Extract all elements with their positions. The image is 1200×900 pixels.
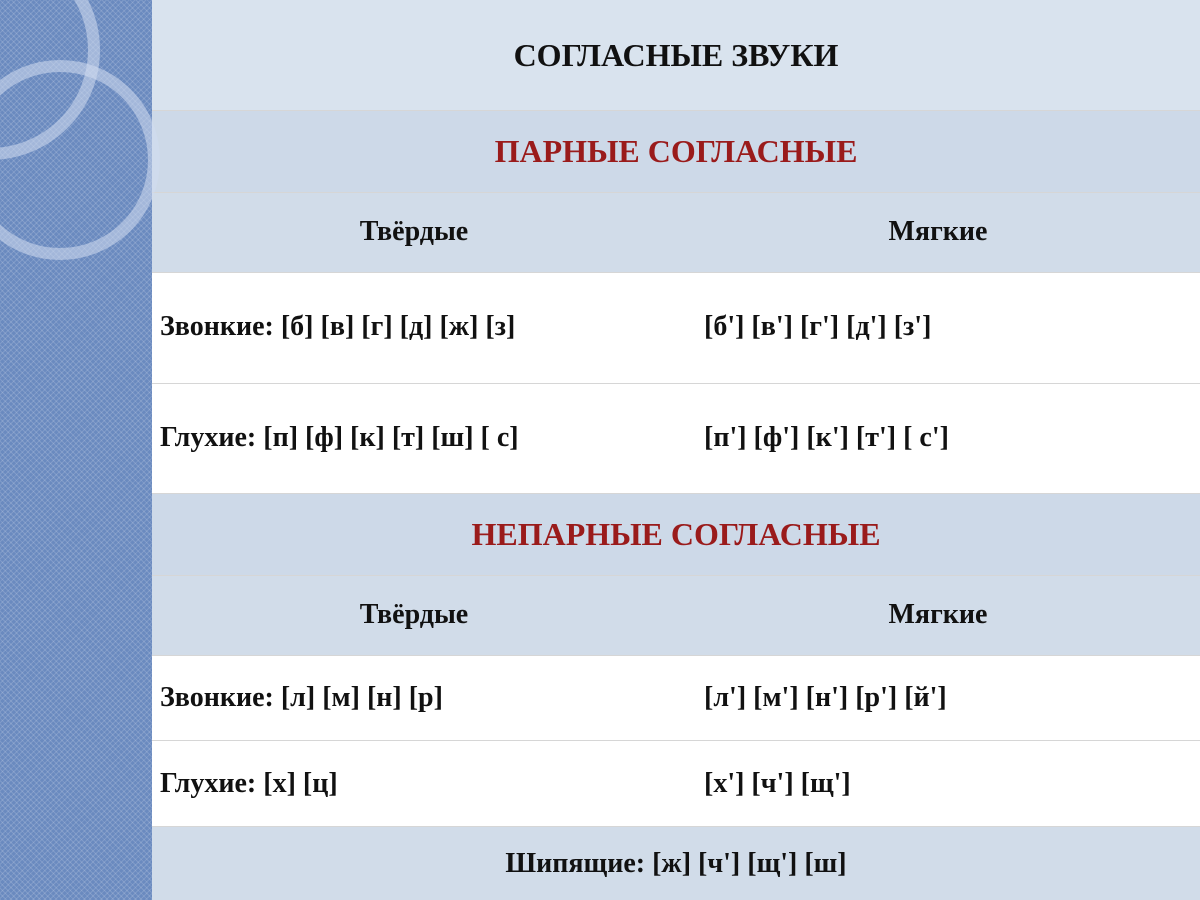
unpaired-voiced-row: Звонкие: [л] [м] [н] [р] [л'] [м'] [н'] … <box>152 655 1200 741</box>
paired-voiceless-soft: [п'] [ф'] [к'] [т'] [ с'] <box>676 383 1200 494</box>
decorative-sidebar <box>0 0 152 900</box>
paired-voiced-soft: [б'] [в'] [г'] [д'] [з'] <box>676 272 1200 383</box>
col-hard-header-1: Твёрдые <box>152 193 676 273</box>
consonants-table-container: СОГЛАСНЫЕ ЗВУКИ ПАРНЫЕ СОГЛАСНЫЕ Твёрдые… <box>152 0 1200 900</box>
main-title-cell: СОГЛАСНЫЕ ЗВУКИ <box>152 0 1200 111</box>
paired-section-row: ПАРНЫЕ СОГЛАСНЫЕ <box>152 111 1200 193</box>
unpaired-voiced-hard: Звонкие: [л] [м] [н] [р] <box>152 655 676 741</box>
paired-section-title: ПАРНЫЕ СОГЛАСНЫЕ <box>152 111 1200 193</box>
sibilants-cell: Шипящие: [ж] [ч'] [щ'] [ш] <box>152 827 1200 900</box>
paired-voiceless-row: Глухие: [п] [ф] [к] [т] [ш] [ с] [п'] [ф… <box>152 383 1200 494</box>
main-title-row: СОГЛАСНЫЕ ЗВУКИ <box>152 0 1200 111</box>
sibilants-row: Шипящие: [ж] [ч'] [щ'] [ш] <box>152 827 1200 900</box>
unpaired-section-row: НЕПАРНЫЕ СОГЛАСНЫЕ <box>152 494 1200 576</box>
paired-voiced-hard: Звонкие: [б] [в] [г] [д] [ж] [з] <box>152 272 676 383</box>
unpaired-voiceless-row: Глухие: [х] [ц] [х'] [ч'] [щ'] <box>152 741 1200 827</box>
unpaired-section-title: НЕПАРНЫЕ СОГЛАСНЫЕ <box>152 494 1200 576</box>
col-soft-header-2: Мягкие <box>676 576 1200 656</box>
unpaired-voiceless-soft: [х'] [ч'] [щ'] <box>676 741 1200 827</box>
unpaired-voiced-soft: [л'] [м'] [н'] [р'] [й'] <box>676 655 1200 741</box>
sibilants-values: [ж] [ч'] [щ'] [ш] <box>652 848 847 879</box>
unpaired-header-row: Твёрдые Мягкие <box>152 576 1200 656</box>
consonants-table: СОГЛАСНЫЕ ЗВУКИ ПАРНЫЕ СОГЛАСНЫЕ Твёрдые… <box>152 0 1200 900</box>
paired-header-row: Твёрдые Мягкие <box>152 193 1200 273</box>
paired-voiceless-hard: Глухие: [п] [ф] [к] [т] [ш] [ с] <box>152 383 676 494</box>
col-hard-header-2: Твёрдые <box>152 576 676 656</box>
sibilants-label: Шипящие: <box>505 848 645 879</box>
col-soft-header-1: Мягкие <box>676 193 1200 273</box>
unpaired-voiceless-hard: Глухие: [х] [ц] <box>152 741 676 827</box>
paired-voiced-row: Звонкие: [б] [в] [г] [д] [ж] [з] [б'] [в… <box>152 272 1200 383</box>
